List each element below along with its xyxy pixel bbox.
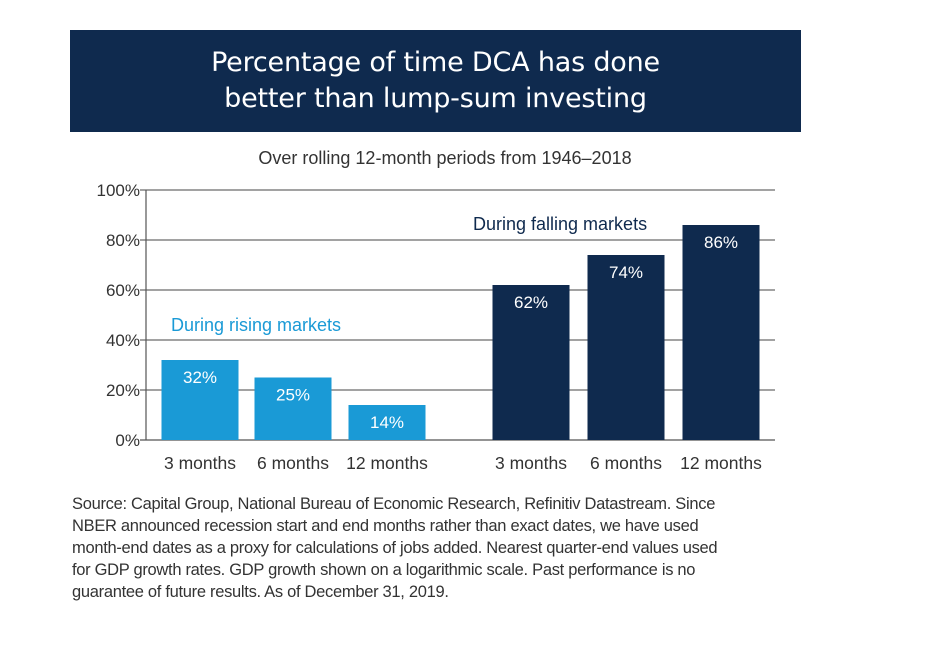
bar-value-label: 14%: [370, 413, 404, 432]
source-note-line: guarantee of future results. As of Decem…: [72, 583, 449, 601]
title-banner: Percentage of time DCA has done better t…: [70, 30, 801, 132]
bar-value-label: 86%: [704, 233, 738, 252]
bar-value-label: 25%: [276, 386, 310, 405]
y-tick-label: 100%: [97, 181, 140, 200]
y-tick-label: 40%: [106, 331, 140, 350]
y-tick-label: 60%: [106, 281, 140, 300]
source-note-line: NBER announced recession start and end m…: [72, 517, 699, 535]
group-label: During falling markets: [473, 214, 647, 234]
bar: [254, 377, 332, 440]
bar-chart: 0% 20% 40% 60% 80% 100% 32% 3 months 25% 6 months…: [97, 181, 775, 473]
source-note-line: Source: Capital Group, National Bureau o…: [72, 495, 716, 513]
x-category-label: 12 months: [680, 453, 762, 473]
bar: [587, 255, 665, 440]
x-category-label: 12 months: [346, 453, 428, 473]
bar-value-label: 74%: [609, 263, 643, 282]
bar: [682, 225, 760, 440]
x-category-label: 6 months: [590, 453, 662, 473]
chart-title-line-1: Percentage of time DCA has done: [211, 47, 660, 78]
group-label: During rising markets: [171, 315, 341, 335]
bar-value-label: 62%: [514, 293, 548, 312]
x-category-label: 3 months: [164, 453, 236, 473]
x-category-label: 3 months: [495, 453, 567, 473]
source-note-line: for GDP growth rates. GDP growth shown o…: [72, 561, 696, 579]
chart-subtitle: Over rolling 12-month periods from 1946–…: [258, 148, 632, 168]
source-note: Source: Capital Group, National Bureau o…: [72, 493, 812, 603]
source-note-line: month-end dates as a proxy for calculati…: [72, 539, 718, 557]
chart-title-line-2: better than lump-sum investing: [224, 83, 647, 114]
bar: [161, 360, 239, 440]
y-tick-label: 20%: [106, 381, 140, 400]
y-tick-label: 80%: [106, 231, 140, 250]
bar-value-label: 32%: [183, 368, 217, 387]
x-category-label: 6 months: [257, 453, 329, 473]
bar: [492, 285, 570, 440]
y-tick-label: 0%: [115, 431, 140, 450]
bar: [348, 405, 426, 440]
